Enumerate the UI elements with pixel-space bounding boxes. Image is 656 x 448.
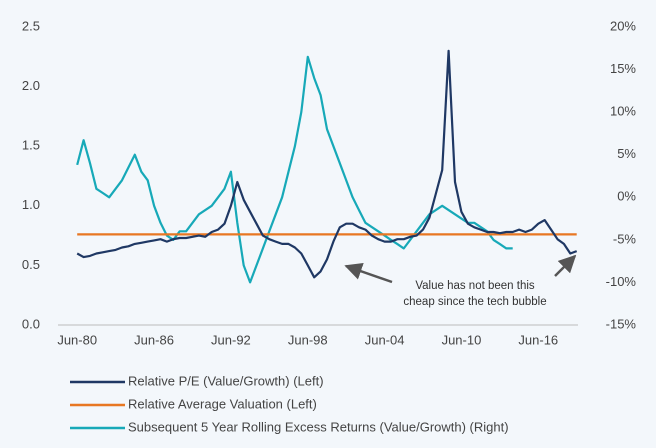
x-tick-label: Jun-04 [365,332,405,347]
legend-label: Relative P/E (Value/Growth) (Left) [128,373,324,388]
y2-tick-label: -10% [606,274,637,289]
x-tick-label: Jun-80 [57,332,97,347]
x-tick-label: Jun-10 [442,332,482,347]
x-tick-label: Jun-16 [518,332,558,347]
y-tick-label: 0.5 [22,257,40,272]
y2-tick-label: -15% [606,316,637,331]
annotation: Value has not been this [415,280,535,292]
annotation-arrow [554,254,577,277]
y2-tick-label: 0% [617,189,636,204]
y-tick-label: 0.0 [22,316,40,331]
annotation: cheap since the tech bubble [403,296,546,308]
series-line [76,55,513,284]
y2-tick-label: 5% [617,146,636,161]
legend-label: Subsequent 5 Year Rolling Excess Returns… [128,419,509,434]
series-line [76,49,578,279]
x-tick-label: Jun-86 [134,332,174,347]
y2-tick-label: -5% [613,231,637,246]
y2-tick-label: 20% [610,18,636,33]
y2-tick-label: 15% [610,61,636,76]
y-tick-label: 2.5 [22,18,40,33]
annotation-arrow [344,262,393,284]
x-tick-label: Jun-98 [288,332,328,347]
y-tick-label: 1.5 [22,138,40,153]
y-tick-label: 2.0 [22,78,40,93]
y-tick-label: 1.0 [22,197,40,212]
x-tick-label: Jun-92 [211,332,251,347]
legend-label: Relative Average Valuation (Left) [128,396,317,411]
y2-tick-label: 10% [610,104,636,119]
